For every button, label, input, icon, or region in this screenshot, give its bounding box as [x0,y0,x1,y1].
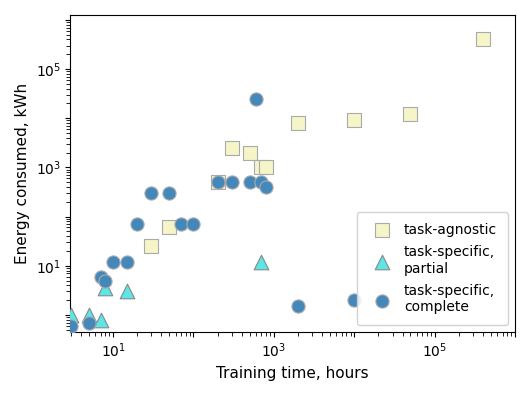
task-specific,
partial [257,259,266,265]
task-agnostic [245,149,254,156]
task-specific,
complete [214,179,222,185]
task-agnostic [165,224,173,230]
task-specific,
complete [147,190,156,196]
task-specific,
complete [67,323,75,329]
task-specific,
complete [123,259,131,265]
task-specific,
complete [85,319,93,326]
task-agnostic [262,164,270,171]
task-agnostic [294,120,302,126]
task-specific,
complete [96,274,105,280]
task-specific,
complete [165,190,173,196]
task-agnostic [147,243,156,249]
task-specific,
complete [294,303,302,309]
Y-axis label: Energy consumed, kWh: Energy consumed, kWh [15,83,30,264]
task-specific,
complete [227,179,236,185]
task-agnostic [227,145,236,151]
task-agnostic [214,179,222,185]
Legend: task-agnostic, task-specific,
partial, task-specific,
complete: task-agnostic, task-specific, partial, t… [357,212,508,325]
task-specific,
complete [109,259,117,265]
task-agnostic [479,36,487,43]
task-specific,
partial [101,285,110,291]
task-specific,
partial [85,312,93,318]
task-specific,
partial [67,312,75,318]
task-specific,
partial [123,288,131,295]
task-specific,
complete [257,179,266,185]
task-specific,
partial [96,316,105,323]
task-specific,
complete [350,297,358,303]
task-agnostic [406,111,414,118]
task-specific,
complete [133,221,142,227]
task-agnostic [350,117,358,124]
task-specific,
complete [252,95,260,102]
task-specific,
complete [189,221,198,227]
task-specific,
complete [262,184,270,190]
X-axis label: Training time, hours: Training time, hours [216,366,369,381]
task-specific,
complete [101,277,110,284]
task-specific,
complete [177,221,186,227]
task-agnostic [257,164,266,171]
task-specific,
complete [245,179,254,185]
